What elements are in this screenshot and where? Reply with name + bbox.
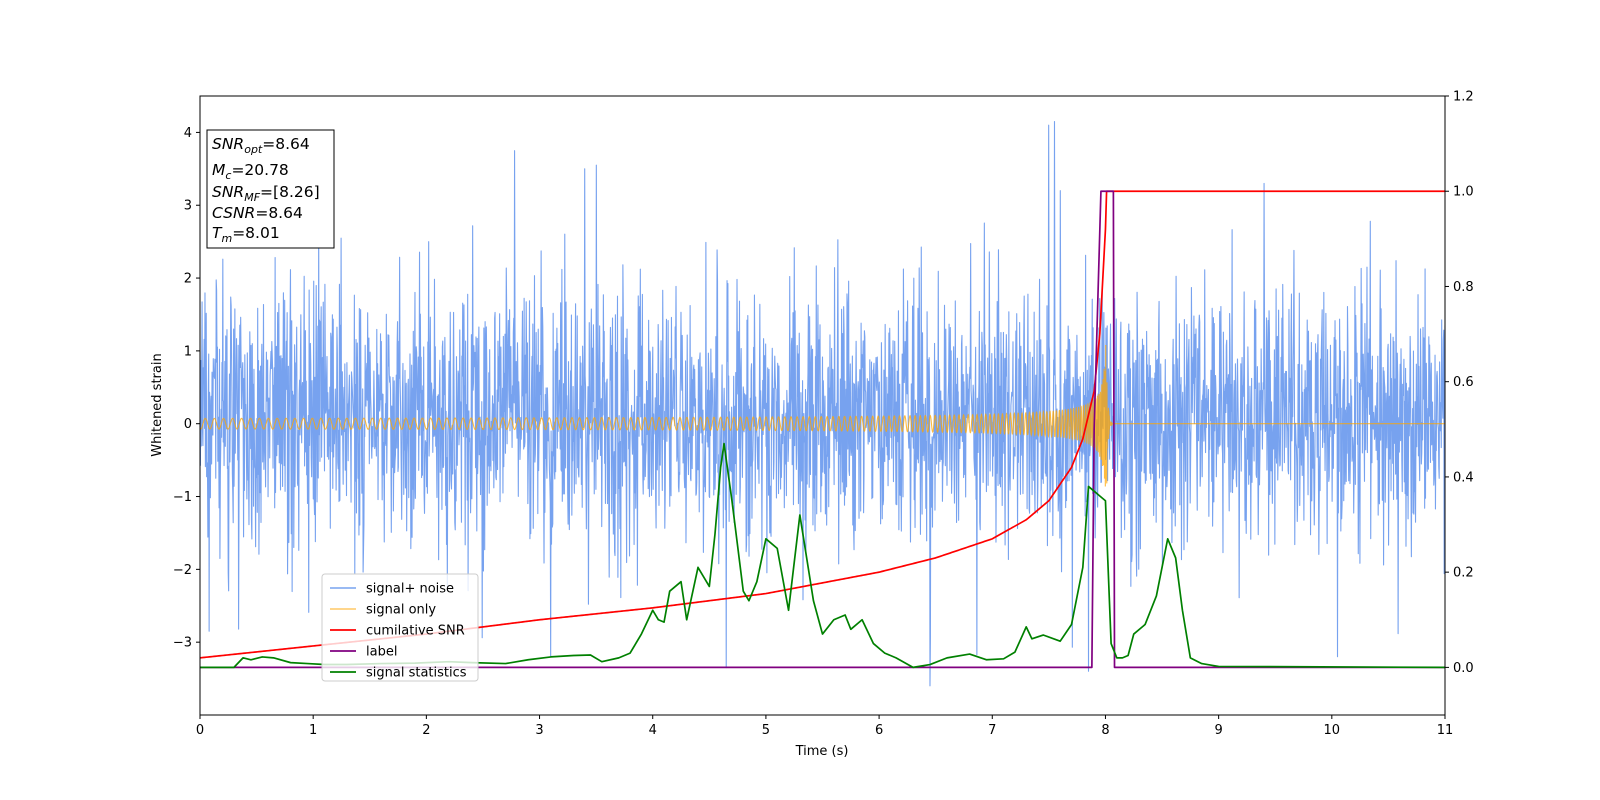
annotation-lines: SNRopt=8.64Mc=20.78SNRMF=[8.26]CSNR=8.64… [212,135,320,245]
legend: signal+ noise signal only cumilative SNR la… [321,573,479,682]
annotation-subscript: opt [244,143,263,156]
x-tick-label: 6 [875,723,883,738]
y-tick-label: −3 [173,636,192,651]
y2-tick-label: 0.2 [1453,566,1474,581]
x-tick-label: 3 [535,723,543,738]
y-tick-label: 4 [184,126,192,141]
annotation-line: Mc=20.78 [212,161,289,182]
annotation-value: =8.64 [255,204,303,222]
annotation-subscript: MF [244,191,260,204]
y2-tick-label: 0.0 [1453,661,1474,676]
x-tick-label: 10 [1324,723,1341,738]
annotation-symbol: M [212,161,225,179]
axes-frame [199,95,1446,716]
legend-label: signal+ noise [366,582,454,597]
x-tick-label: 4 [649,723,657,738]
x-tick-label: 7 [988,723,996,738]
y2-tick-label: 1.0 [1453,185,1474,200]
y2-tick-label: 0.8 [1453,280,1474,295]
annotation-symbol: T [212,224,223,242]
y-tick-label: 0 [184,417,192,432]
x-tick-label: 0 [196,723,204,738]
annotation-line: Tm=8.01 [212,224,280,245]
annotation-box: SNRopt=8.64Mc=20.78SNRMF=[8.26]CSNR=8.64… [206,129,335,249]
x-axis-ticks: 0 1 2 3 4 5 6 7 8 9 10 11 [196,715,1453,738]
legend-label: cumilative SNR [366,624,465,639]
x-tick-label: 2 [422,723,430,738]
legend-items: signal+ noise signal only cumilative SNR la… [330,582,467,681]
x-tick-label: 5 [762,723,770,738]
y2-tick-label: 1.2 [1453,90,1474,105]
legend-label: signal only [366,603,436,618]
y2-tick-label: 0.6 [1453,375,1474,390]
x-tick-label: 9 [1214,723,1222,738]
annotation-subscript: c [225,169,231,182]
y-tick-label: 3 [184,199,192,214]
x-tick-label: 8 [1101,723,1109,738]
legend-frame [321,573,479,682]
y-tick-label: 1 [184,344,192,359]
annotation-value: =20.78 [231,161,288,179]
series-line-label [200,190,1445,669]
y-axis-ticks: 4 3 2 1 0 −1 −2 −3 [173,126,200,651]
x-tick-label: 11 [1437,723,1454,738]
annotation-line: SNRMF=[8.26] [212,183,320,204]
legend-label: label [366,645,397,660]
annotation-value: =8.01 [232,224,280,242]
y-axis-label: Whitened strain [150,353,165,456]
annotation-symbol: SNR [212,135,244,153]
series-line-signal-noise [200,120,1445,687]
y2-axis-ticks: 1.2 1.0 0.8 0.6 0.4 0.2 0.0 [1445,90,1474,676]
y-tick-label: −1 [173,490,192,505]
annotation-value: =[8.26] [260,183,320,201]
annotation-symbol: CSNR [212,204,255,222]
y2-tick-label: 0.4 [1453,470,1474,485]
y-tick-label: −2 [173,563,192,578]
y-tick-label: 2 [184,272,192,287]
legend-label: signal statistics [366,666,467,681]
annotation-symbol: SNR [212,183,244,201]
annotation-frame [206,129,335,249]
annotation-subscript: m [221,232,232,245]
x-tick-label: 1 [309,723,317,738]
series-line-signal-only [200,344,1445,487]
annotation-line: SNRopt=8.64 [212,135,310,156]
x-axis-label: Time (s) [795,744,849,759]
annotation-line: CSNR=8.64 [212,204,303,222]
annotation-value: =8.64 [262,135,310,153]
series-line-signal-statistics [200,442,1445,669]
